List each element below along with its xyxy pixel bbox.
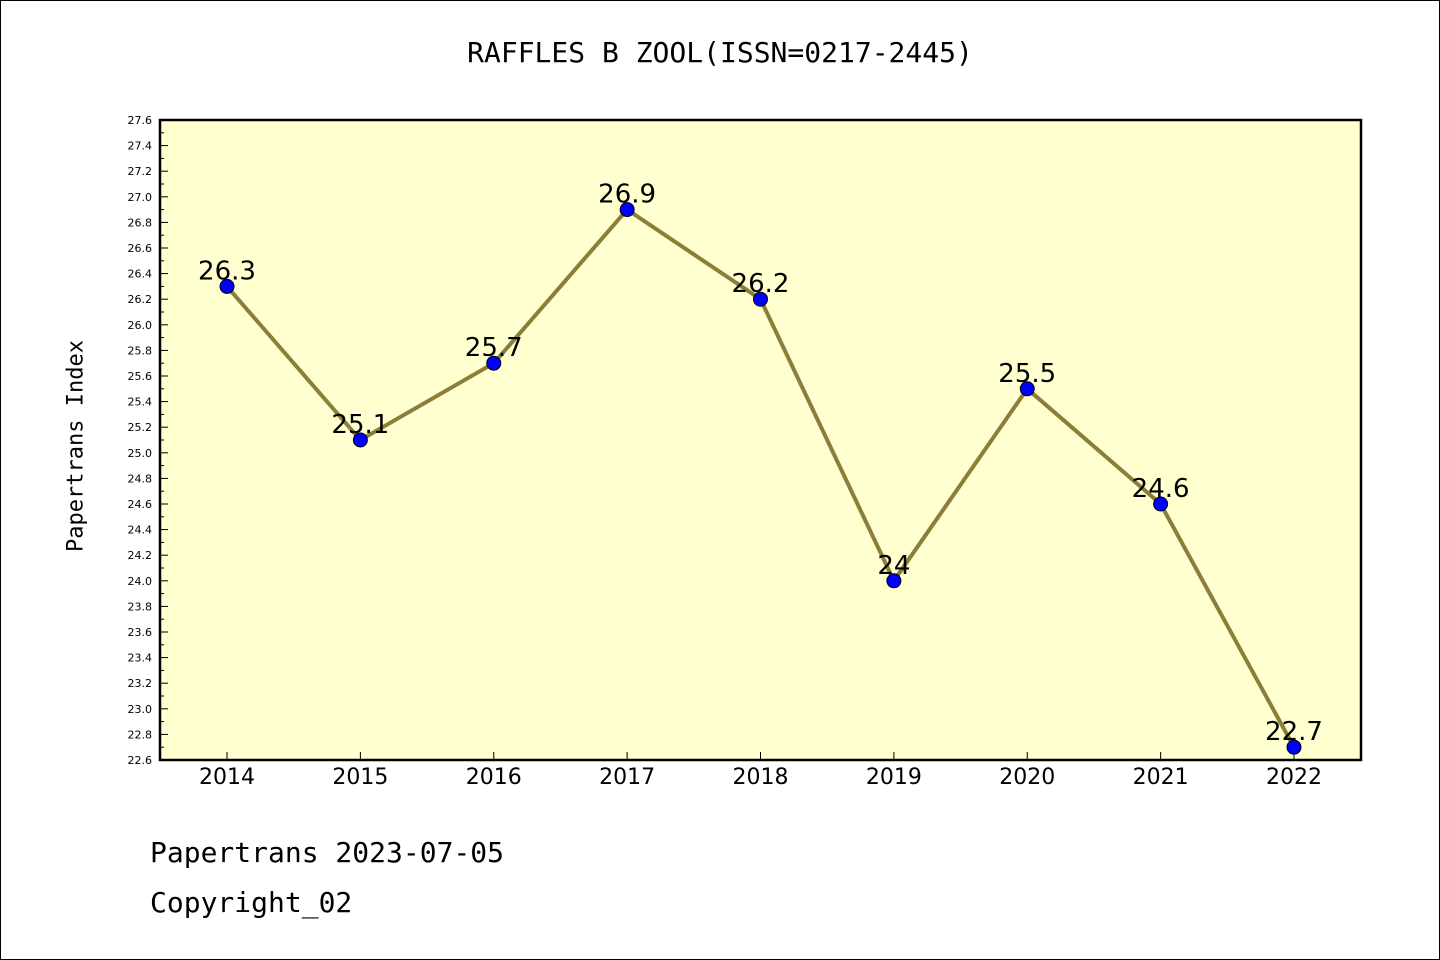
data-point [1019,381,1035,397]
footer-date: Papertrans 2023-07-05 [150,836,505,869]
data-label: 24 [877,551,910,581]
y-axis: 22.6 22.8 23.0 23.2 23.4 23.6 23.8 24.0 24.2 24.4… [128,114,168,767]
chart-title: RAFFLES B ZOOL(ISSN=0217-2445) [467,36,973,69]
y-tick: 25.4 [128,396,168,409]
y-tick: 23.2 [128,677,168,690]
plot-area [160,120,1361,760]
y-tick: 23.6 [128,626,168,639]
y-tick: 26.2 [128,293,168,306]
y-tick: 24.2 [128,549,168,562]
x-axis: 2014 2015 2016 2017 2018 2019 2020 2021 2022 [199,752,1322,790]
y-tick-label: 25.4 [128,396,153,409]
y-tick-label: 25.0 [128,447,153,460]
y-tick-label: 27.6 [128,114,153,127]
x-tick-label: 2019 [866,765,922,790]
y-tick: 22.8 [128,728,168,741]
data-point [1286,739,1302,755]
y-tick: 25.2 [128,421,168,434]
y-tick: 27.2 [128,165,168,178]
x-tick-label: 2016 [466,765,522,790]
x-tick: 2020 [999,752,1055,790]
x-tick: 2021 [1133,752,1189,790]
x-tick: 2016 [466,752,522,790]
data-labels: 26.3 25.1 25.7 26.9 26.2 24 25.5 24.6 22.7 [198,180,1323,748]
y-tick-label: 26.0 [128,319,153,332]
y-tick: 26.0 [128,319,168,332]
y-tick: 26.8 [128,216,168,229]
y-tick: 24.4 [128,524,168,537]
y-tick: 25.6 [128,370,168,383]
series-line-group [219,202,1302,755]
y-tick-label: 26.6 [128,242,153,255]
y-tick: 23.4 [128,652,168,665]
y-tick-label: 27.0 [128,191,153,204]
y-tick: 27.0 [128,191,168,204]
y-tick-label: 23.0 [128,703,153,716]
x-tick-label: 2015 [332,765,388,790]
y-tick-label: 24.6 [128,498,153,511]
y-tick: 25.0 [128,447,168,460]
data-label: 25.7 [465,333,523,363]
data-label: 24.6 [1132,474,1190,504]
y-tick-label: 27.2 [128,165,153,178]
x-tick: 2015 [332,752,388,790]
y-tick-label: 25.8 [128,344,153,357]
data-label: 25.1 [331,410,389,440]
y-tick-label: 23.8 [128,600,153,613]
data-point [219,278,235,294]
y-tick-label: 26.8 [128,216,153,229]
data-point [886,573,902,589]
y-tick-label: 24.2 [128,549,153,562]
y-tick: 24.8 [128,472,168,485]
y-tick: 26.4 [128,268,168,281]
x-tick-label: 2022 [1266,765,1322,790]
y-tick: 25.8 [128,344,168,357]
data-label: 26.9 [598,180,656,210]
y-tick-label: 23.4 [128,652,153,665]
data-point [486,355,502,371]
x-tick-label: 2014 [199,765,255,790]
x-tick: 2014 [199,752,255,790]
y-tick-label: 26.2 [128,293,153,306]
x-tick-label: 2020 [999,765,1055,790]
y-tick-label: 24.0 [128,575,153,588]
y-tick: 27.4 [128,140,168,153]
y-tick-label: 26.4 [128,268,153,281]
x-tick: 2019 [866,752,922,790]
y-tick-label: 25.6 [128,370,153,383]
data-point [352,432,368,448]
y-tick-label: 22.8 [128,728,153,741]
footer-copyright: Copyright_02 [150,886,353,919]
y-tick-label: 25.2 [128,421,153,434]
x-tick: 2018 [733,752,789,790]
data-label: 26.2 [732,269,790,299]
y-tick-label: 23.6 [128,626,153,639]
data-label: 25.5 [998,359,1056,389]
data-label: 26.3 [198,256,256,286]
y-tick: 23.0 [128,703,168,716]
data-label: 22.7 [1265,717,1323,747]
y-tick-label: 23.2 [128,677,153,690]
x-tick-label: 2021 [1133,765,1189,790]
plot-border [158,118,1363,762]
data-point [753,291,768,307]
x-tick-label: 2017 [599,765,655,790]
data-point [1153,496,1169,512]
y-tick-label: 27.4 [128,140,153,153]
y-tick: 24.0 [128,575,168,588]
x-tick-label: 2018 [733,765,789,790]
y-tick: 24.6 [128,498,168,511]
x-tick: 2017 [599,752,655,790]
data-point [619,202,635,218]
y-tick-label: 24.8 [128,472,153,485]
y-tick-label: 24.4 [128,524,153,537]
y-tick-label: 22.6 [128,754,153,767]
y-tick: 26.6 [128,242,168,255]
y-tick: 23.8 [128,600,168,613]
